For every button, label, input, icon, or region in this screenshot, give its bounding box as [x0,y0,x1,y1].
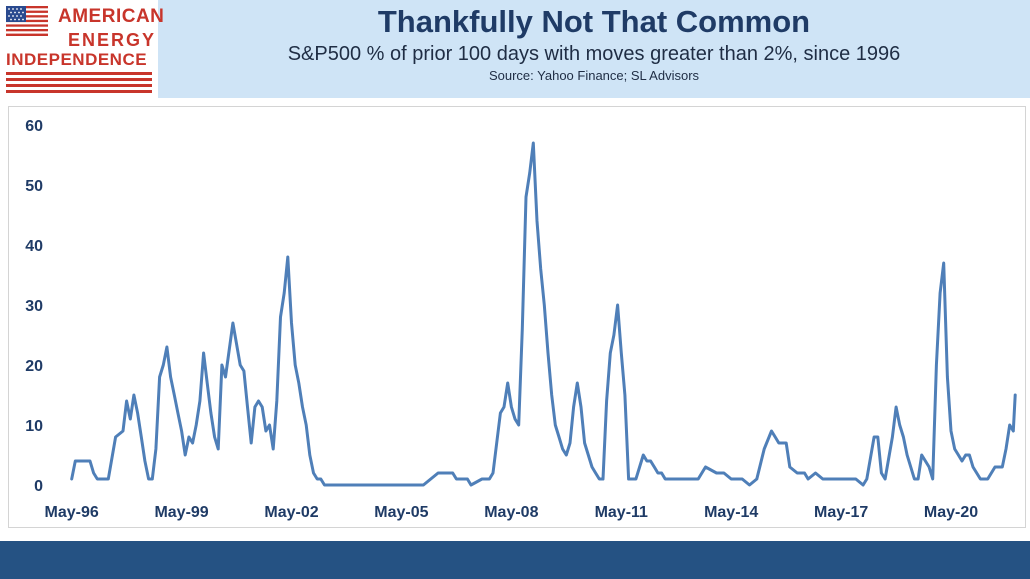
x-tick-label: May-20 [924,504,978,521]
header-banner: AMERICAN ENERGY INDEPENDENCE Thankfully … [0,0,1030,98]
y-tick-label: 10 [25,418,43,435]
chart-subtitle: S&P500 % of prior 100 days with moves gr… [287,43,901,65]
logo-line-energy: ENERGY [68,30,157,50]
y-tick-label: 40 [25,238,43,255]
x-tick-label: May-08 [484,504,538,521]
y-tick-label: 20 [25,358,43,375]
logo-line-american: AMERICAN [58,6,165,27]
logo: AMERICAN ENERGY INDEPENDENCE [0,0,164,98]
chart-title: Thankfully Not That Common [377,4,811,39]
footer-bar [0,541,1030,579]
x-tick-label: May-99 [154,504,208,521]
x-tick-label: May-14 [704,504,758,521]
us-flag-icon [6,6,48,36]
y-tick-label: 50 [25,178,43,195]
series-line [70,141,1017,487]
y-tick-label: 0 [34,478,43,495]
x-tick-label: May-17 [814,504,868,521]
logo-line-independence: INDEPENDENCE [6,50,148,69]
plot-area: 0 10 20 30 40 50 60 May-96 May-99 May-02 May-05 Ma… [8,106,1026,528]
y-tick-label: 30 [25,298,43,315]
x-axis: May-96 May-99 May-02 May-05 May-08 May-11 May-… [45,504,979,521]
x-tick-label: May-05 [374,504,428,521]
series-group [70,141,1017,487]
title-block: Thankfully Not That Common S&P500 % of p… [158,0,1030,98]
chart-source: Source: Yahoo Finance; SL Advisors [488,68,700,83]
x-tick-label: May-11 [595,504,648,521]
logo-stripes [6,72,152,94]
y-tick-label: 60 [25,118,43,135]
x-tick-label: May-02 [264,504,318,521]
y-axis: 0 10 20 30 40 50 60 [25,118,43,495]
x-tick-label: May-96 [45,504,99,521]
